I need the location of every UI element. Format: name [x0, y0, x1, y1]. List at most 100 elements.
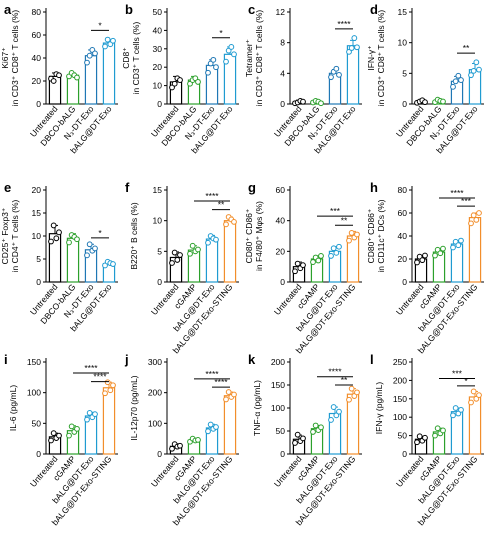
data-point: [473, 217, 480, 223]
data-point: [110, 37, 116, 44]
y-axis-label: IFN-γ⁺: [366, 45, 376, 70]
y-tick-label: 40: [153, 25, 163, 35]
data-point: [476, 392, 482, 399]
significance-label: ***: [452, 369, 463, 379]
data-point: [346, 237, 352, 244]
y-axis-label: in CD11c⁺ DCs (%): [376, 199, 386, 272]
data-point: [450, 412, 456, 419]
data-point: [294, 260, 301, 267]
data-point: [74, 236, 80, 243]
data-point: [432, 252, 438, 259]
data-point: [205, 428, 211, 435]
data-point: [419, 257, 426, 264]
data-point: [468, 220, 474, 227]
data-point: [292, 440, 298, 446]
data-point: [205, 69, 211, 76]
y-tick-label: 80: [32, 7, 42, 17]
data-point: [92, 50, 98, 57]
data-point: [231, 391, 237, 398]
y-tick-label: 12: [276, 7, 286, 17]
y-tick-label: 0: [157, 449, 162, 459]
y-tick-label: 40: [398, 231, 408, 241]
y-axis-label: CD25⁺ Foxp3⁺: [0, 208, 10, 265]
y-tick-label: 5: [402, 68, 407, 78]
significance-label: ****: [337, 19, 351, 29]
data-point: [328, 74, 334, 81]
data-point: [48, 437, 54, 444]
y-tick-label: 0: [36, 449, 41, 459]
y-tick-label: 50: [398, 431, 408, 441]
data-point: [177, 77, 183, 83]
y-axis-label: CD8⁺: [121, 47, 131, 69]
y-axis-label: Tetramer⁺: [244, 39, 254, 77]
y-axis-label: Ki67⁺: [0, 47, 10, 69]
y-tick-label: 300: [148, 357, 162, 367]
y-axis-label: B220⁺ B cells (%): [129, 202, 139, 269]
data-point: [213, 64, 219, 71]
data-point: [195, 246, 201, 253]
data-point: [66, 432, 72, 439]
y-tick-label: 40: [32, 53, 42, 63]
y-tick-label: 20: [32, 185, 42, 195]
panel-letter: d: [370, 2, 378, 17]
data-point: [458, 406, 464, 413]
data-point: [86, 410, 93, 416]
panel-i: iIL-6 (pg/mL)050100150UntreatedcGAMPbALG…: [4, 352, 118, 527]
y-tick-label: 50: [276, 426, 286, 436]
data-point: [450, 83, 456, 90]
y-tick-label: 20: [276, 246, 286, 256]
data-point: [336, 243, 342, 250]
y-tick-label: 60: [32, 30, 42, 40]
significance-label: **: [341, 375, 348, 385]
y-tick-label: 40: [276, 216, 286, 226]
data-point: [470, 67, 477, 74]
data-point: [171, 249, 178, 256]
significance-label: ****: [450, 188, 464, 198]
data-point: [104, 36, 111, 43]
data-point: [470, 212, 477, 219]
y-tick-label: 15: [398, 7, 408, 17]
y-tick-label: 0: [280, 449, 285, 459]
data-point: [440, 245, 446, 252]
data-point: [207, 421, 214, 428]
panel-letter: h: [370, 180, 378, 195]
data-point: [414, 259, 420, 266]
data-point: [300, 262, 306, 269]
significance-label: *: [464, 376, 468, 386]
y-tick-label: 10: [153, 81, 163, 91]
data-point: [68, 423, 75, 430]
y-tick-label: 150: [393, 394, 407, 404]
data-point: [336, 71, 342, 78]
y-tick-label: 0: [157, 277, 162, 287]
data-point: [110, 382, 116, 389]
data-point: [348, 45, 355, 51]
y-axis-label: in CD3⁺ CD8⁺ T cells (%): [376, 10, 386, 107]
significance-label: **: [341, 215, 348, 225]
data-point: [107, 387, 114, 394]
data-point: [102, 43, 108, 50]
data-point: [416, 433, 423, 440]
data-point: [330, 404, 337, 410]
data-point: [440, 98, 446, 105]
data-point: [476, 66, 482, 73]
data-point: [318, 100, 324, 107]
data-point: [171, 80, 178, 87]
data-point: [294, 431, 301, 438]
y-tick-label: 0: [402, 99, 407, 109]
y-axis-label: CD80⁺ CD86⁺: [244, 209, 254, 264]
data-point: [346, 48, 352, 55]
data-point: [292, 268, 298, 275]
data-point: [452, 78, 459, 85]
y-tick-label: 5: [36, 254, 41, 264]
data-point: [351, 35, 358, 41]
data-point: [348, 385, 355, 392]
data-point: [310, 259, 316, 265]
y-tick-label: 15: [32, 208, 42, 218]
data-point: [330, 245, 337, 252]
data-point: [333, 249, 340, 256]
panel-letter: k: [248, 352, 256, 367]
